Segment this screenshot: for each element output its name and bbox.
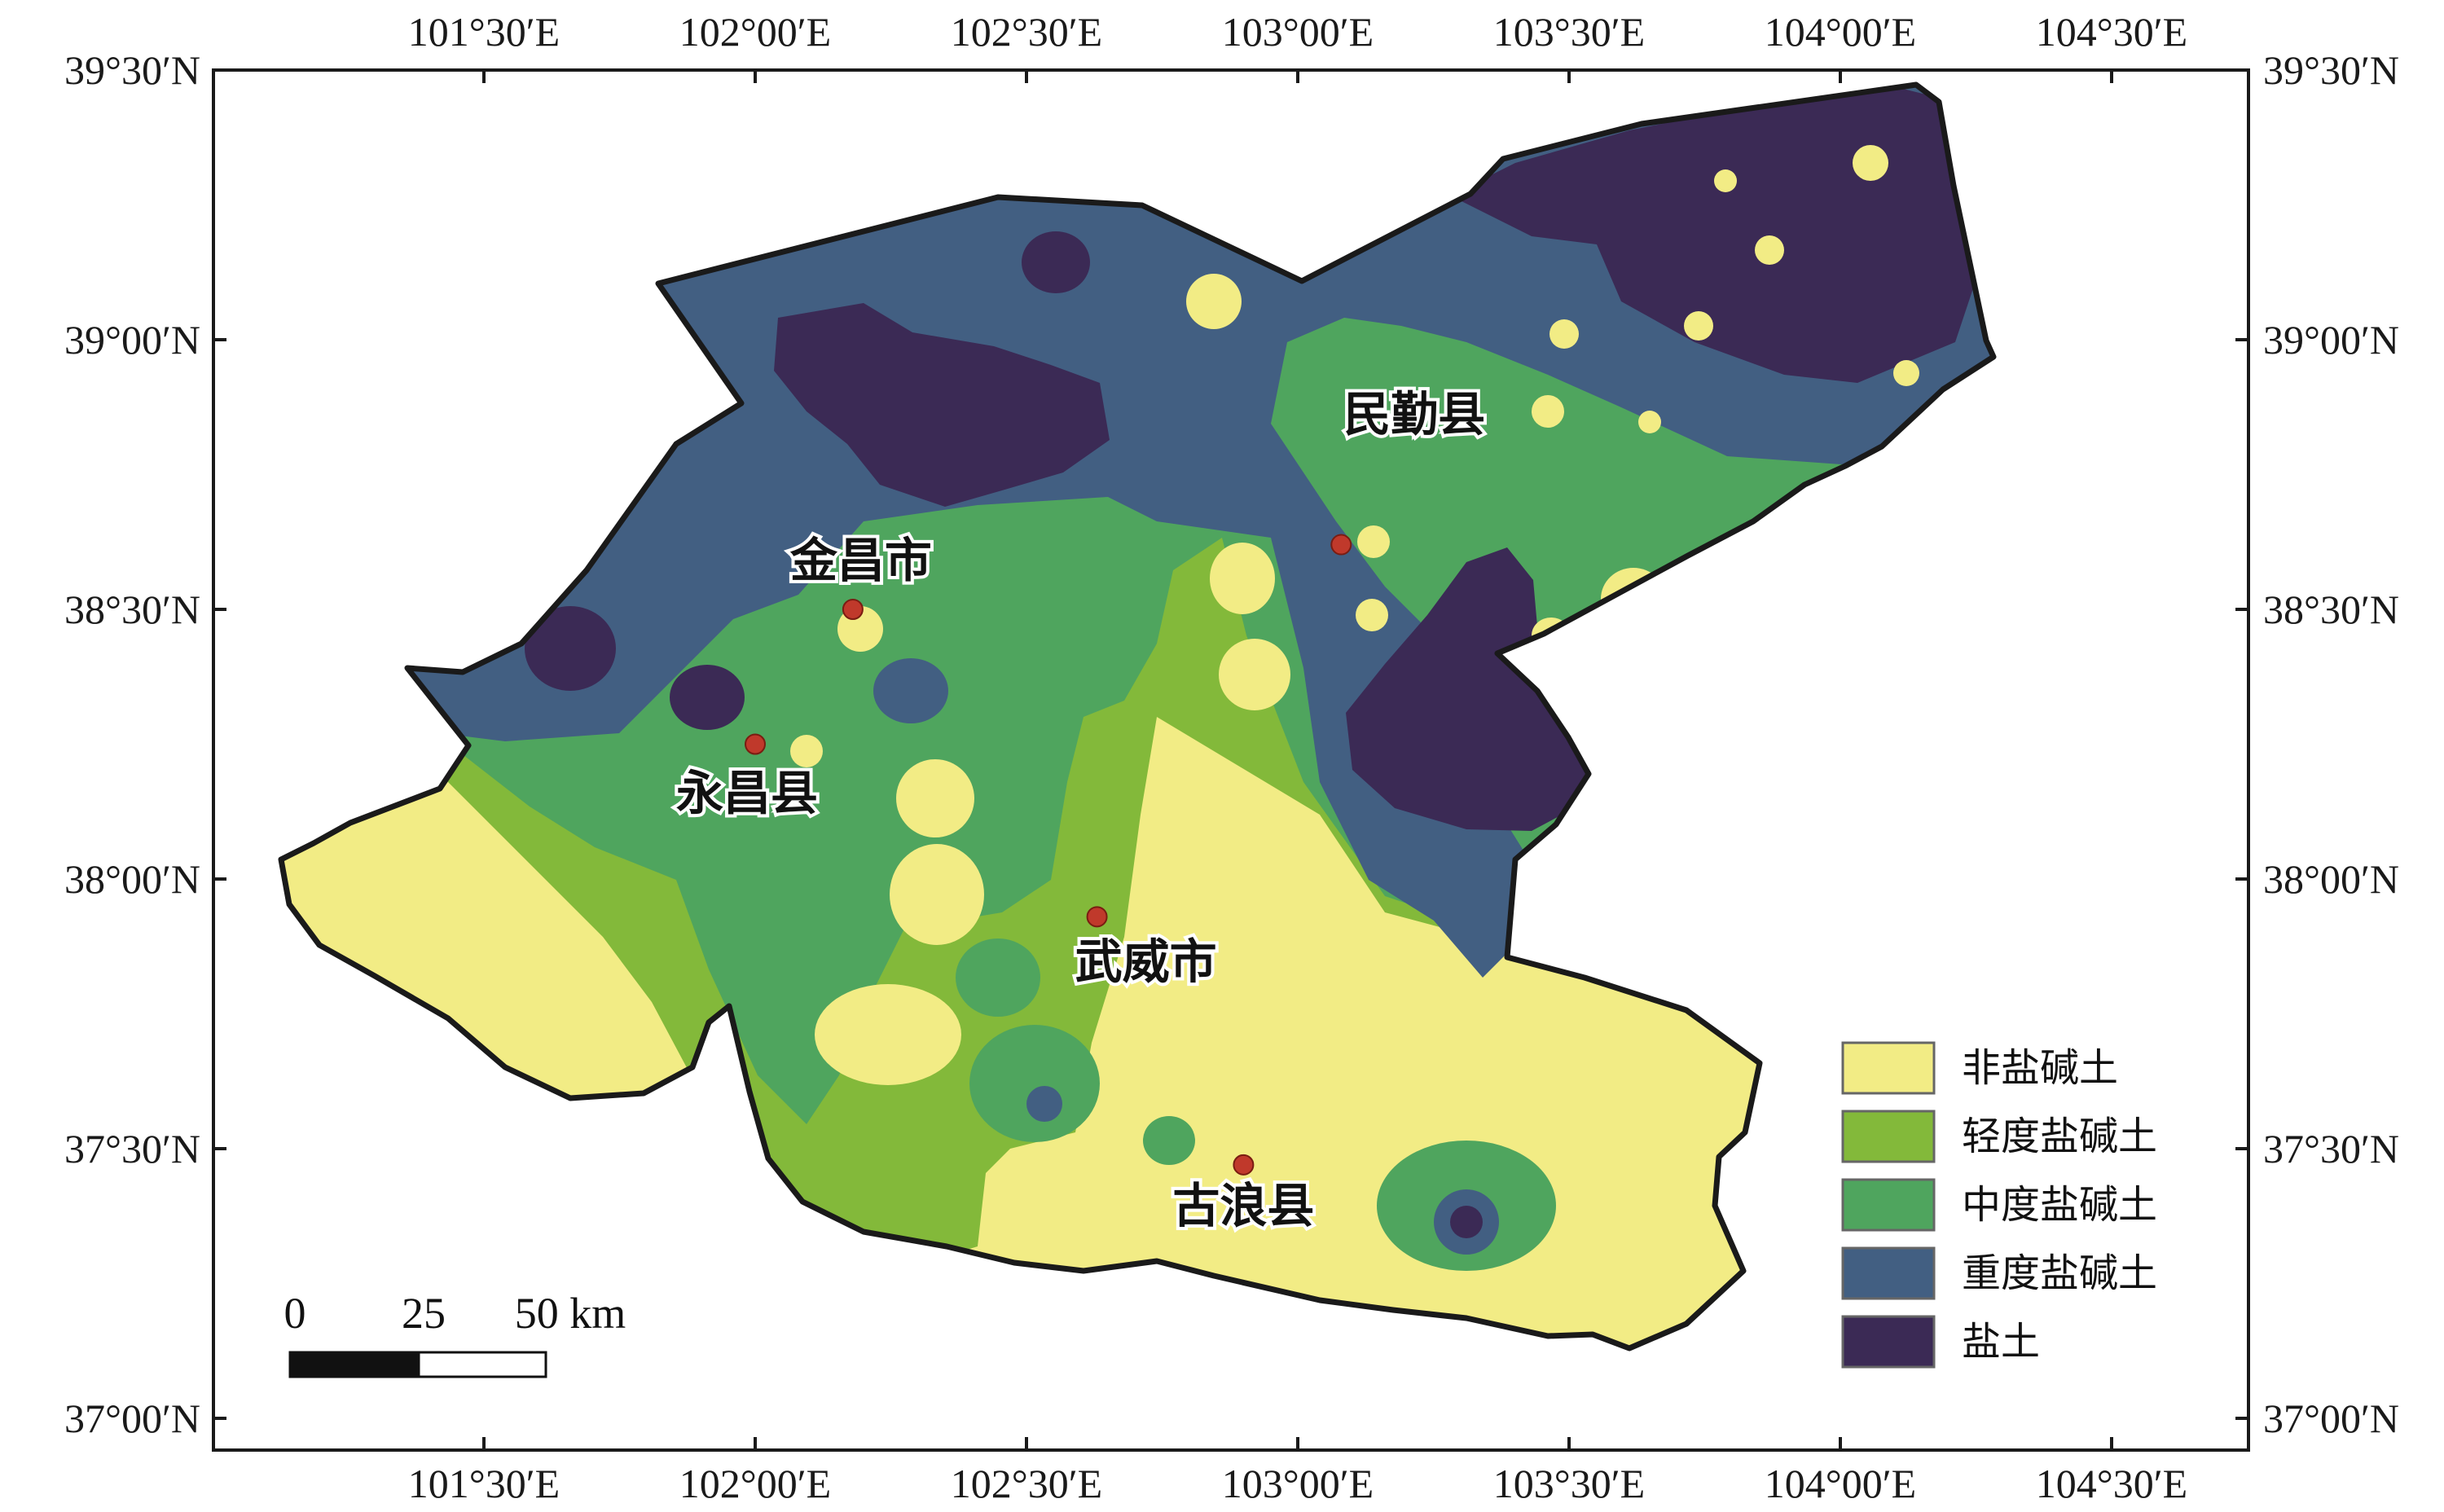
legend-label: 重度盐碱土 bbox=[1962, 1250, 2157, 1296]
lon-label-top: 102°30′E bbox=[951, 9, 1102, 55]
city-label: 永昌县 bbox=[676, 766, 818, 821]
lon-label-bottom: 101°30′E bbox=[408, 1461, 560, 1506]
lon-label-bottom: 103°00′E bbox=[1222, 1461, 1374, 1506]
lat-label-left: 37°00′N bbox=[64, 1396, 200, 1441]
zone-non-saline-spot bbox=[1356, 599, 1388, 631]
graticule-labels: 101°30′E 101°30′E 102°00′E 102°00′E 102°30′E… bbox=[64, 9, 2399, 1506]
lat-label-right: 37°00′N bbox=[2263, 1396, 2399, 1441]
axis-ticks bbox=[213, 68, 2248, 1450]
lat-label-right: 39°00′N bbox=[2263, 317, 2399, 363]
lon-label-bottom: 103°30′E bbox=[1493, 1461, 1645, 1506]
lon-label-top: 104°30′E bbox=[2036, 9, 2187, 55]
scale-bar-white bbox=[417, 1351, 547, 1378]
zone-non-saline-spot bbox=[1186, 274, 1242, 329]
zone-saline-northwest bbox=[774, 303, 1110, 507]
lon-label-bottom: 102°30′E bbox=[951, 1461, 1102, 1506]
zone-non-saline-spot bbox=[1357, 525, 1390, 558]
legend-label: 轻度盐碱土 bbox=[1962, 1114, 2157, 1159]
lon-label-bottom: 102°00′E bbox=[679, 1461, 831, 1506]
lat-label-left: 39°00′N bbox=[64, 317, 200, 363]
legend-swatch bbox=[1841, 1178, 1936, 1232]
city-label: 古浪县 bbox=[1172, 1178, 1314, 1233]
zone-non-saline-spot bbox=[1532, 395, 1564, 428]
city-marker bbox=[745, 733, 766, 755]
legend-swatch bbox=[1841, 1041, 1936, 1095]
lon-label-top: 103°00′E bbox=[1222, 9, 1374, 55]
legend-swatch bbox=[1841, 1315, 1936, 1369]
zone-non-saline-spot bbox=[1210, 543, 1275, 614]
scale-bar: 0 25 50 km bbox=[284, 1289, 626, 1378]
lat-label-left: 39°30′N bbox=[64, 47, 200, 93]
lon-label-top: 102°00′E bbox=[679, 9, 831, 55]
lat-label-right: 38°30′N bbox=[2263, 587, 2399, 632]
zone-non-saline-spot bbox=[1714, 169, 1737, 192]
zone-heavy-spot bbox=[873, 658, 948, 723]
zone-non-saline-spot bbox=[1755, 235, 1784, 265]
city-label: 金昌市 bbox=[790, 533, 932, 588]
zone-saline-spot bbox=[670, 665, 745, 730]
zone-non-saline-spot bbox=[1219, 639, 1290, 710]
zone-heavy-spot bbox=[1026, 1086, 1062, 1122]
lat-label-right: 38°00′N bbox=[2263, 856, 2399, 902]
zone-non-saline-spot bbox=[1853, 145, 1888, 181]
lat-label-left: 37°30′N bbox=[64, 1126, 200, 1171]
city-label: 武威市 bbox=[1075, 934, 1217, 989]
zone-saline-spot bbox=[1022, 231, 1090, 293]
scale-bar-black bbox=[288, 1351, 420, 1378]
lon-label-bottom: 104°00′E bbox=[1765, 1461, 1916, 1506]
scale-label-0: 0 bbox=[284, 1289, 306, 1338]
lat-label-right: 39°30′N bbox=[2263, 47, 2399, 93]
legend-label: 盐土 bbox=[1962, 1319, 2040, 1365]
city-marker bbox=[842, 599, 864, 620]
zone-saline-spot bbox=[525, 606, 616, 691]
zone-moderate-spot bbox=[956, 938, 1040, 1017]
zone-non-saline-spot bbox=[890, 844, 984, 945]
zone-non-saline-spot bbox=[896, 759, 974, 837]
city-label: 民勤县 bbox=[1343, 387, 1485, 442]
zone-saline-east bbox=[1346, 547, 1601, 831]
lat-label-left: 38°00′N bbox=[64, 856, 200, 902]
city-marker bbox=[1330, 534, 1352, 556]
zone-non-saline-spot bbox=[1549, 319, 1579, 349]
zone-non-saline-spot bbox=[815, 984, 961, 1085]
zone-moderate-spot bbox=[969, 1025, 1100, 1142]
zone-non-saline-spot bbox=[1893, 360, 1919, 386]
lat-label-left: 38°30′N bbox=[64, 587, 200, 632]
zone-saline-north bbox=[1450, 85, 1988, 383]
lon-label-top: 104°00′E bbox=[1765, 9, 1916, 55]
zone-non-saline-spot bbox=[1684, 311, 1713, 341]
lon-label-top: 101°30′E bbox=[408, 9, 560, 55]
legend-swatch bbox=[1841, 1246, 1936, 1300]
legend-swatch bbox=[1841, 1110, 1936, 1163]
zone-non-saline-spot bbox=[790, 735, 823, 767]
scale-label-50: 50 km bbox=[515, 1289, 626, 1338]
lon-label-top: 103°30′E bbox=[1493, 9, 1645, 55]
legend-label: 非盐碱土 bbox=[1962, 1045, 2118, 1091]
scale-label-25: 25 bbox=[402, 1289, 446, 1338]
city-marker bbox=[1233, 1154, 1255, 1176]
city-marker bbox=[1086, 906, 1108, 928]
zone-moderate-spot bbox=[1143, 1116, 1195, 1165]
zone-saline-spot bbox=[1450, 1206, 1483, 1238]
region-boundary bbox=[278, 81, 1997, 1352]
zone-non-saline-spot bbox=[1638, 411, 1661, 433]
lon-label-bottom: 104°30′E bbox=[2036, 1461, 2187, 1506]
lat-label-right: 37°30′N bbox=[2263, 1126, 2399, 1171]
legend-label: 中度盐碱土 bbox=[1962, 1182, 2157, 1228]
